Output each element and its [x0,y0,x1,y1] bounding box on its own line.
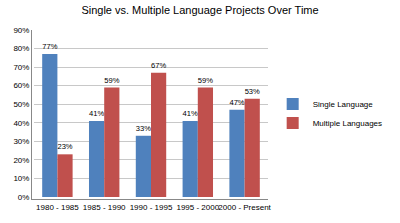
svg-text:47%: 47% [229,98,244,107]
svg-text:41%: 41% [89,109,104,118]
svg-text:0%: 0% [18,193,30,202]
svg-text:40%: 40% [13,119,29,128]
svg-text:67%: 67% [151,61,166,70]
svg-text:59%: 59% [104,76,119,85]
svg-text:2000 - Present: 2000 - Present [218,203,271,212]
svg-text:Multiple Languages: Multiple Languages [313,119,382,128]
svg-text:59%: 59% [198,76,213,85]
svg-text:1980 - 1985: 1980 - 1985 [36,203,79,212]
svg-text:30%: 30% [13,137,29,146]
svg-text:Single vs. Multiple Language P: Single vs. Multiple Language Projects Ov… [81,4,318,16]
svg-text:Single Language: Single Language [313,100,374,109]
svg-text:77%: 77% [42,42,57,51]
svg-text:53%: 53% [245,87,260,96]
svg-text:60%: 60% [13,81,29,90]
svg-text:80%: 80% [13,44,29,53]
svg-text:41%: 41% [183,109,198,118]
svg-text:1985 - 1990: 1985 - 1990 [83,203,126,212]
svg-text:10%: 10% [13,174,29,183]
svg-text:50%: 50% [13,100,29,109]
svg-text:90%: 90% [13,26,29,35]
svg-text:70%: 70% [13,63,29,72]
svg-text:23%: 23% [57,142,72,151]
svg-text:33%: 33% [136,124,151,133]
svg-text:1995 - 2000: 1995 - 2000 [176,203,219,212]
svg-text:20%: 20% [13,156,29,165]
svg-text:1990 - 1995: 1990 - 1995 [130,203,173,212]
